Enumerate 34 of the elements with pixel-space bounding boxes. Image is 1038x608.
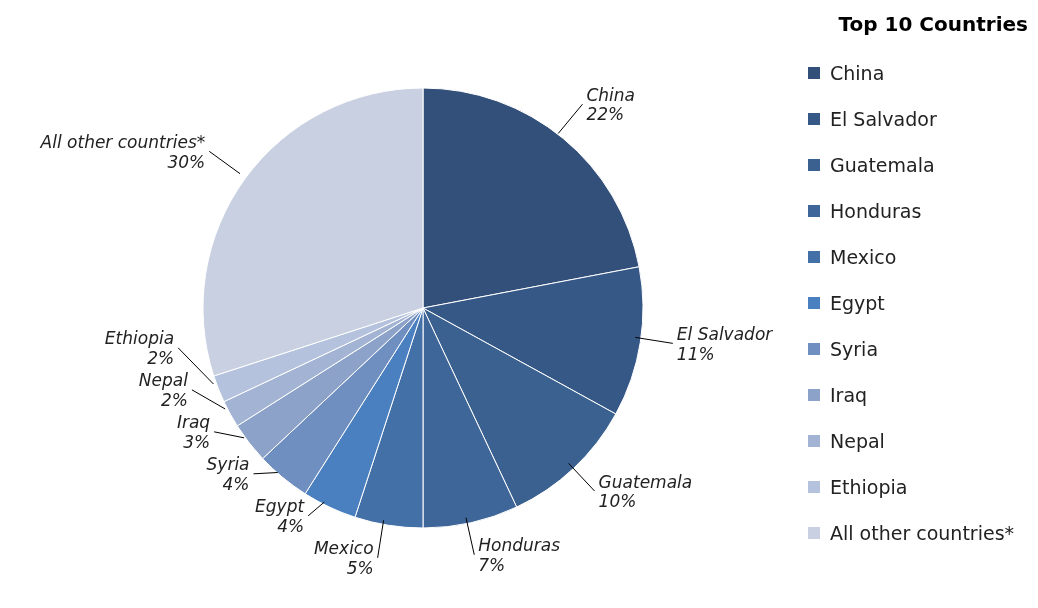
slice-label: China <box>586 84 636 105</box>
data-label: 11% <box>676 343 715 364</box>
legend-label: Iraq <box>830 384 868 406</box>
slice-label: Guatemala <box>598 471 693 492</box>
legend-title: Top 10 Countries <box>837 12 1028 36</box>
data-label: 10% <box>598 491 637 512</box>
legend-label: Ethiopia <box>830 476 908 498</box>
slice-label: Egypt <box>255 496 306 517</box>
data-label: 4% <box>222 473 250 494</box>
legend-label: Honduras <box>830 200 922 222</box>
data-label: 2% <box>147 347 175 368</box>
slice-label: Ethiopia <box>104 328 175 349</box>
data-label: 5% <box>346 557 374 578</box>
data-label: 7% <box>478 554 506 575</box>
slice-label: Syria <box>206 454 250 475</box>
data-label: 4% <box>277 515 305 536</box>
legend-label: All other countries* <box>830 522 1015 544</box>
slice-label: Nepal <box>138 370 189 391</box>
data-label: 2% <box>160 389 188 410</box>
slice-label: Honduras <box>478 535 561 556</box>
data-label: 30% <box>167 151 206 172</box>
slice-label: Iraq <box>176 412 211 433</box>
data-label: 3% <box>183 431 211 452</box>
legend-label: China <box>830 62 885 84</box>
slice-label: All other countries* <box>39 131 206 152</box>
legend-label: Nepal <box>830 430 885 452</box>
legend-label: Egypt <box>830 292 885 314</box>
legend-label: Syria <box>830 338 879 360</box>
legend-label: El Salvador <box>830 108 937 130</box>
slice-label: Mexico <box>313 538 374 559</box>
legend-label: Guatemala <box>830 154 935 176</box>
data-label: 22% <box>586 104 625 125</box>
slice-label: El Salvador <box>676 323 774 344</box>
legend-label: Mexico <box>830 246 897 268</box>
